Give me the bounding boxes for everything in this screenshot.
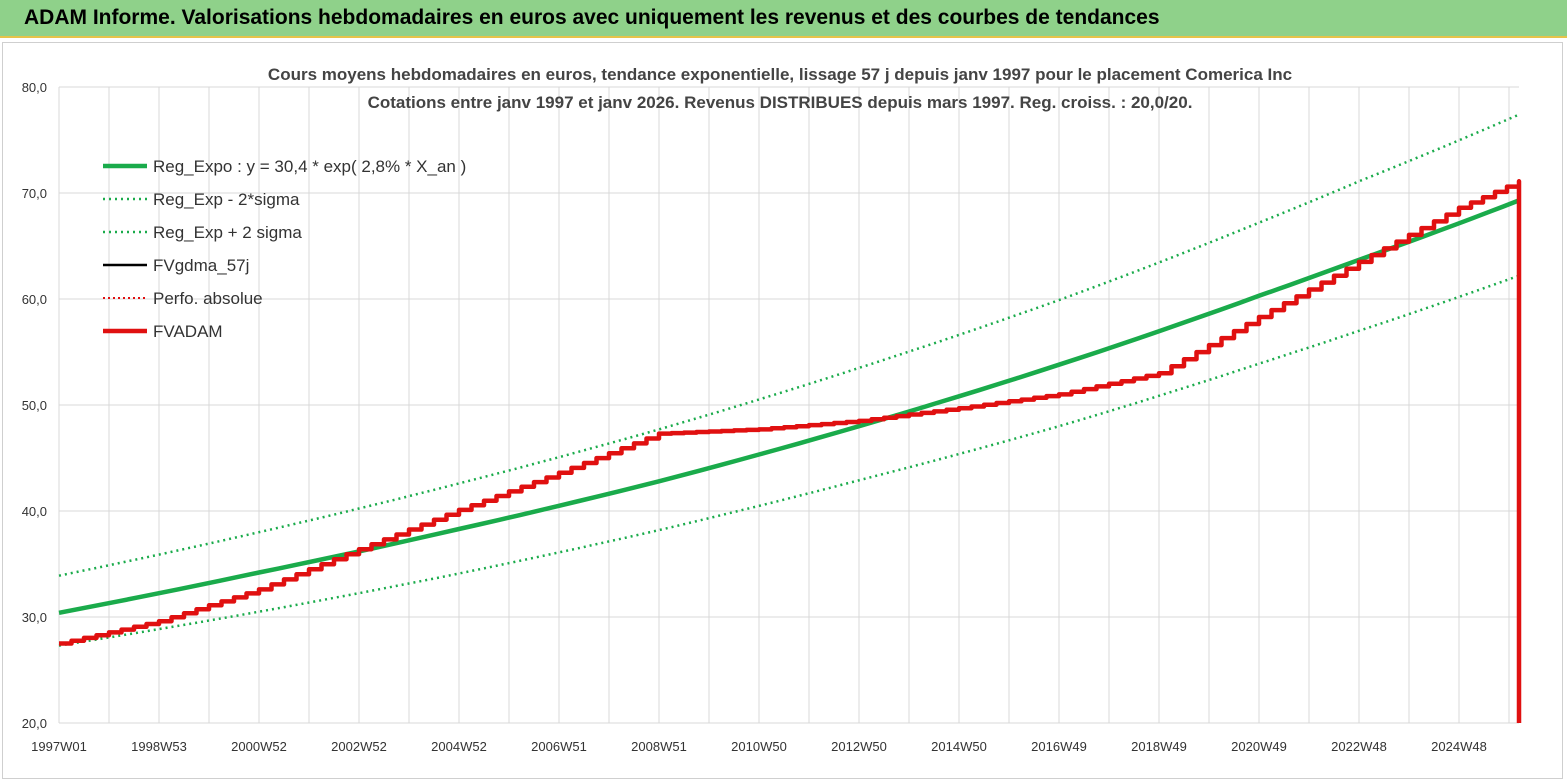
grid-lines <box>58 86 1519 724</box>
page-title: ADAM Informe. Valorisations hebdomadaire… <box>24 6 1160 29</box>
chart-title: Cours moyens hebdomadaires en euros, ten… <box>268 65 1292 84</box>
x-tick-label: 2012W50 <box>831 739 887 754</box>
y-tick-label: 60,0 <box>22 292 47 307</box>
y-tick-label: 70,0 <box>22 186 47 201</box>
x-tick-label: 2018W49 <box>1131 739 1187 754</box>
header-banner: ADAM Informe. Valorisations hebdomadaire… <box>0 0 1567 38</box>
x-tick-label: 1997W01 <box>31 739 87 754</box>
series-line-0 <box>58 198 1520 616</box>
legend-label-1: Reg_Exp - 2*sigma <box>153 190 300 209</box>
x-tick-label: 2020W49 <box>1231 739 1287 754</box>
x-tick-label: 2014W50 <box>931 739 987 754</box>
legend: Reg_Expo : y = 30,4 * exp( 2,8% * X_an )… <box>103 157 466 341</box>
y-tick-label: 80,0 <box>22 80 47 95</box>
x-tick-label: 2008W51 <box>631 739 687 754</box>
y-tick-label: 30,0 <box>22 610 47 625</box>
chart-frame <box>2 42 1563 779</box>
axes: 20,0 30,0 40,0 50,0 60,0 70,0 80,0 1997W01 1998W… <box>22 80 1487 754</box>
legend-label-2: Reg_Exp + 2 sigma <box>153 223 302 242</box>
series-line-2 <box>58 113 1520 577</box>
x-tick-label: 2024W48 <box>1431 739 1487 754</box>
series-line-5 <box>59 179 1522 723</box>
x-tick-label: 2004W52 <box>431 739 487 754</box>
x-tick-label: 2006W51 <box>531 739 587 754</box>
x-tick-label: 2000W52 <box>231 739 287 754</box>
y-tick-label: 20,0 <box>22 716 47 731</box>
y-tick-label: 40,0 <box>22 504 47 519</box>
legend-label-0: Reg_Expo : y = 30,4 * exp( 2,8% * X_an ) <box>153 157 466 176</box>
x-tick-label: 2016W49 <box>1031 739 1087 754</box>
legend-label-4: Perfo. absolue <box>153 289 263 308</box>
x-tick-label: 1998W53 <box>131 739 187 754</box>
y-tick-label: 50,0 <box>22 398 47 413</box>
x-tick-label: 2002W52 <box>331 739 387 754</box>
x-tick-label: 2022W48 <box>1331 739 1387 754</box>
series-line-1 <box>58 274 1520 647</box>
chart-subtitle: Cotations entre janv 1997 et janv 2026. … <box>368 93 1193 112</box>
legend-label-3: FVgdma_57j <box>153 256 249 275</box>
x-tick-label: 2010W50 <box>731 739 787 754</box>
series-lines <box>58 113 1522 723</box>
legend-label-5: FVADAM <box>153 322 223 341</box>
